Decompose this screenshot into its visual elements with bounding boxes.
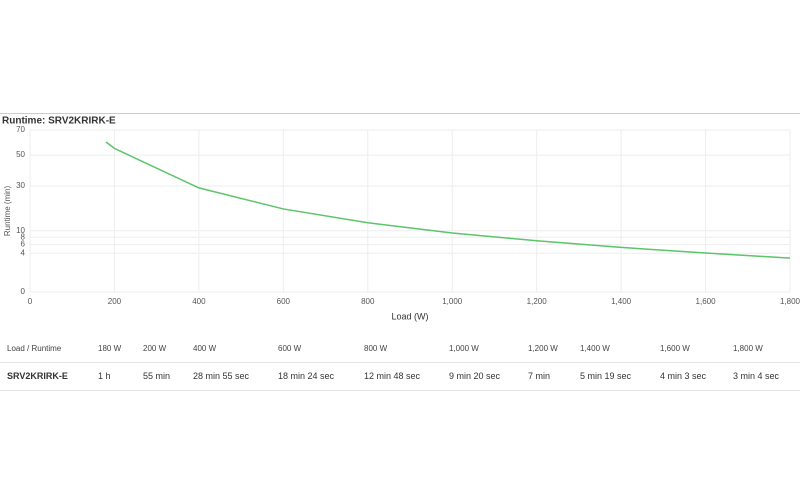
y-tick-label: 6 bbox=[21, 240, 26, 249]
runtime-line bbox=[105, 141, 791, 259]
table-cell: 1 h bbox=[98, 371, 111, 381]
table-cell: 9 min 20 sec bbox=[449, 371, 501, 381]
table-cell: 12 min 48 sec bbox=[364, 371, 421, 381]
table-cell: 3 min 4 sec bbox=[733, 371, 780, 381]
header-cell: 600 W bbox=[278, 344, 302, 353]
header-cell: 400 W bbox=[193, 344, 217, 353]
table-cell: 18 min 24 sec bbox=[278, 371, 335, 381]
header-cell: 1,000 W bbox=[449, 344, 479, 353]
x-tick-label: 600 bbox=[277, 297, 291, 306]
x-tick-label: 200 bbox=[108, 297, 122, 306]
y-tick-label: 8 bbox=[21, 232, 26, 241]
x-tick-label: 1,000 bbox=[442, 297, 463, 306]
y-tick-label: 4 bbox=[21, 248, 26, 257]
table-header-row: Load / Runtime 180 W 200 W 400 W 600 W 800 W 1… bbox=[0, 334, 800, 363]
table-cell: 5 min 19 sec bbox=[580, 371, 632, 381]
x-tick-label: 1,800 bbox=[780, 297, 800, 306]
y-tick-label: 30 bbox=[16, 181, 25, 190]
chart: Runtime: SRV2KRIRK-E Runtime (min) Load … bbox=[0, 113, 800, 321]
x-tick-label: 1,200 bbox=[527, 297, 548, 306]
x-tick-label: 0 bbox=[28, 297, 33, 306]
table-row: SRV2KRIRK-E 1 h 55 min 28 min 55 sec 18 min … bbox=[0, 362, 800, 391]
table-cell: 4 min 3 sec bbox=[660, 371, 707, 381]
y-tick-label: 0 bbox=[21, 287, 26, 296]
y-axis-label: Runtime (min) bbox=[3, 186, 12, 237]
y-tick-label: 70 bbox=[16, 125, 25, 134]
table-cell: 55 min bbox=[143, 371, 171, 381]
header-cell: Load / Runtime bbox=[7, 344, 62, 353]
header-cell: 180 W bbox=[98, 344, 122, 353]
table-cell: 28 min 55 sec bbox=[193, 371, 250, 381]
header-cell: 1,800 W bbox=[733, 344, 763, 353]
table-cell: SRV2KRIRK-E bbox=[7, 371, 68, 381]
header-cell: 1,600 W bbox=[660, 344, 690, 353]
header-cell: 800 W bbox=[364, 344, 388, 353]
y-tick-label: 50 bbox=[16, 150, 25, 159]
y-tick-label: 10 bbox=[16, 226, 25, 235]
header-cell: 1,400 W bbox=[580, 344, 610, 353]
table-cell: 7 min bbox=[528, 371, 551, 381]
x-tick-label: 1,400 bbox=[611, 297, 632, 306]
x-axis-label: Load (W) bbox=[391, 311, 428, 321]
header-cell: 1,200 W bbox=[528, 344, 558, 353]
chart-title: Runtime: SRV2KRIRK-E bbox=[2, 116, 116, 127]
x-tick-label: 800 bbox=[361, 297, 375, 306]
header-cell: 200 W bbox=[143, 344, 167, 353]
x-tick-label: 400 bbox=[192, 297, 206, 306]
x-tick-label: 1,600 bbox=[696, 297, 717, 306]
